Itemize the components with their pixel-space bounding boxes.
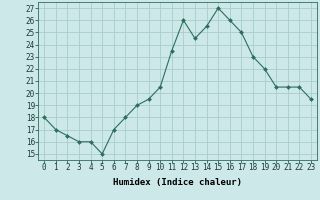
X-axis label: Humidex (Indice chaleur): Humidex (Indice chaleur) bbox=[113, 178, 242, 187]
